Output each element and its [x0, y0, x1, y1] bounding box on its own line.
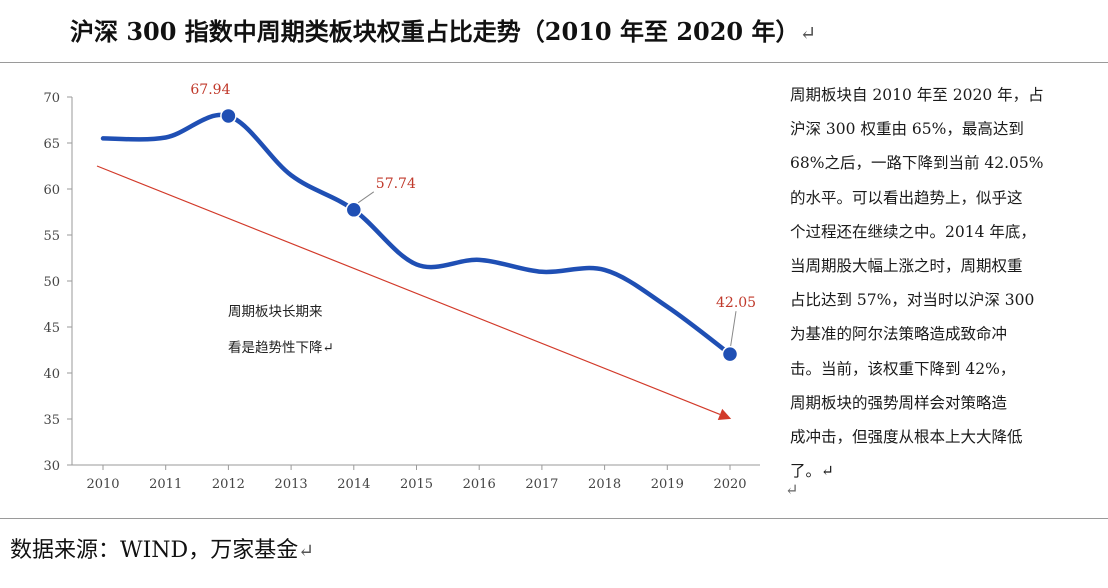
annotation-line: 看是趋势性下降↵: [228, 340, 334, 356]
x-tick-label: 2010: [86, 477, 119, 492]
data-source: 数据来源：WIND，万家基金↵: [10, 532, 314, 564]
chart-title: 沪深 300 指数中周期类板块权重占比走势（2010 年至 2020 年）↵: [70, 12, 1070, 47]
x-tick-label: 2013: [275, 477, 308, 492]
x-tick-label: 2012: [212, 477, 245, 492]
commentary-line: 周期板块的强势周样会对策略造: [790, 393, 1008, 412]
trend-arrowhead: [717, 408, 732, 420]
commentary-line: 周期板块自 2010 年至 2020 年，占: [790, 86, 1044, 104]
title-return-mark: ↵: [799, 21, 817, 45]
y-axis: 30 35 40 45 50 55 60 65 70: [43, 91, 73, 474]
x-tick-label: 2018: [588, 477, 621, 492]
commentary-line: 成冲击，但强度从根本上大大降低: [790, 428, 1023, 447]
y-tick-label: 45: [43, 321, 60, 336]
bottom-divider: [0, 518, 1108, 519]
commentary-line: 为基准的阿尔法策略造成致命冲: [790, 325, 1008, 344]
trend-arrow: [96, 165, 732, 420]
series-lines: [100, 112, 733, 357]
y-tick-label: 50: [43, 275, 60, 290]
commentary-line: 个过程还在继续之中。2014 年底，: [790, 222, 1036, 241]
series-line: [100, 112, 733, 357]
trend-line: [96, 165, 721, 415]
x-tick-label: 2015: [400, 477, 433, 492]
y-tick-label: 35: [43, 413, 60, 428]
data-label: 67.94: [190, 82, 230, 98]
y-tick-label: 60: [43, 183, 60, 198]
commentary-line: 了。↵: [790, 462, 834, 481]
data-point-marker: [721, 345, 739, 363]
y-tick-label: 70: [43, 91, 60, 106]
commentary-line: 占比达到 57%，对当时以沪深 300: [790, 291, 1035, 310]
data-markers: 67.94 57.74 42.05: [190, 82, 756, 363]
data-point-marker: [220, 107, 237, 125]
commentary-text: 周期板块自 2010 年至 2020 年，占 沪深 300 权重由 65%，最高达…: [790, 78, 1100, 488]
source-return-mark: ↵: [298, 540, 315, 562]
y-tick-label: 65: [43, 137, 60, 152]
paragraph-end-mark: ↵: [785, 480, 799, 499]
x-tick-label: 2017: [525, 477, 558, 492]
commentary-line: 的水平。可以看出趋势上，似乎这: [790, 188, 1023, 207]
x-tick-label: 2019: [651, 477, 684, 492]
source-text: 数据来源：WIND，万家基金: [10, 538, 299, 563]
data-label: 42.05: [716, 295, 756, 311]
commentary-line: 当周期股大幅上涨之时，周期权重: [790, 257, 1023, 276]
commentary-line: 68%之后，一路下降到当前 42.05%: [790, 154, 1044, 173]
top-divider: [0, 62, 1108, 63]
data-label: 57.74: [376, 176, 416, 192]
label-leader: [729, 311, 737, 351]
title-text: 沪深 300 指数中周期类板块权重占比走势（2010 年至 2020 年）: [70, 17, 800, 46]
x-tick-label: 2020: [713, 477, 746, 492]
x-tick-label: 2016: [463, 477, 496, 492]
x-tick-label: 2014: [337, 477, 370, 492]
x-tick-label: 2011: [149, 477, 182, 492]
x-axis: 2010 2011 2012 2013 2014 2015 2016 2017 2018 2019…: [72, 464, 760, 492]
annotation-line: 周期板块长期来: [228, 304, 323, 320]
y-tick-label: 55: [43, 229, 60, 244]
y-tick-label: 40: [43, 367, 60, 382]
data-point-marker: [345, 201, 363, 219]
y-tick-label: 30: [43, 459, 60, 474]
commentary-line: 击。当前，该权重下降到 42%，: [790, 359, 1016, 378]
commentary-line: 沪深 300 权重由 65%，最高达到: [790, 120, 1024, 139]
